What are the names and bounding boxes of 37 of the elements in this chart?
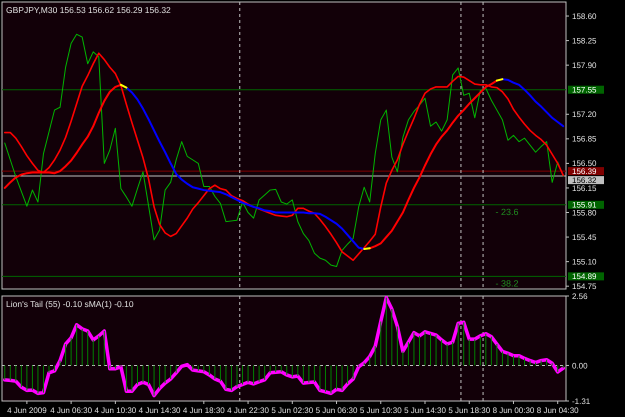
x-tick-label: 4 Jun 06:30 [50,406,93,415]
y-tick-label: 2.56 [572,292,588,301]
y-tick-label: 156.15 [572,184,598,193]
x-tick-label: 8 Jun 04:30 [536,406,580,415]
x-tick-label: 4 Jun 2009 [7,406,48,415]
x-tick-label: 5 Jun 14:30 [404,406,446,415]
y-tick-label: -1.31 [572,396,591,406]
ref-line-label: 155.91 [572,200,598,210]
x-tick-label: 4 Jun 10:30 [94,406,137,415]
y-tick-label: 158.60 [572,12,598,21]
x-tick-label: 4 Jun 18:30 [182,406,226,415]
y-tick-label: 156.85 [572,134,598,144]
y-tick-label: 156.50 [572,159,598,168]
annotation: - 38.2 [496,278,519,288]
y-tick-label: 154.75 [572,282,598,291]
y-tick-label: 155.80 [572,208,598,218]
ref-line-label: 154.89 [572,272,598,282]
ref-line-label: 156.32 [572,176,598,185]
y-tick-label: 157.90 [572,60,598,70]
ref-line-label: 156.39 [572,166,598,176]
chart-title: GBPJPY,M30 156.53 156.62 156.29 156.32 [6,5,172,15]
y-tick-label: 0.00 [572,361,588,370]
y-tick-label: 157.20 [572,110,598,120]
x-tick-label: 5 Jun 02:30 [271,406,314,415]
y-tick-label: 158.25 [572,36,598,46]
x-tick-label: 8 Jun 00:30 [492,406,535,415]
x-tick-label: 4 Jun 22:30 [227,406,270,415]
annotation: - 23.6 [496,206,519,217]
x-tick-label: 5 Jun 06:30 [316,406,358,415]
y-tick-label: 155.45 [572,232,598,242]
line-series [3,296,565,398]
chart-title: Lion's Tail (55) -0.10 sMA(1) -0.10 [6,299,134,309]
x-tick-label: 4 Jun 14:30 [138,406,182,415]
ref-line-label: 157.55 [572,86,598,95]
x-tick-label: 5 Jun 10:30 [360,406,402,415]
y-tick-label: 155.10 [572,257,598,266]
x-tick-label: 5 Jun 18:30 [448,406,491,415]
